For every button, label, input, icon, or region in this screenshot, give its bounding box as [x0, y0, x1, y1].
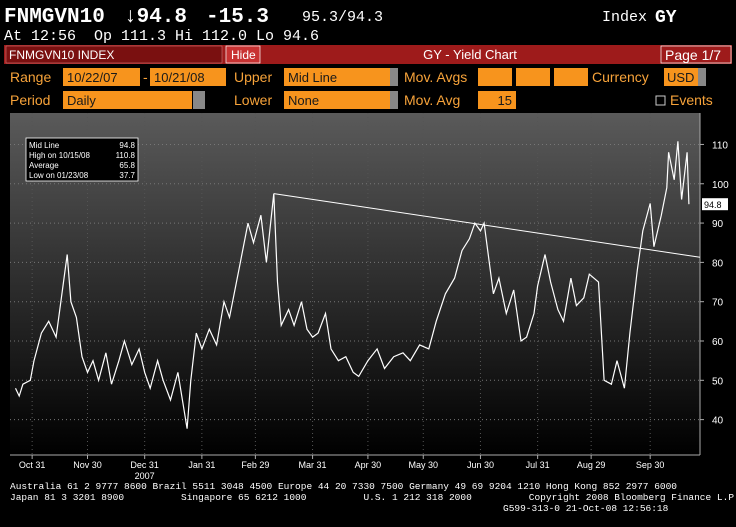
lower-label: Lower	[234, 92, 272, 108]
upper-field[interactable]	[284, 68, 390, 86]
y-tick-label: 40	[712, 416, 724, 427]
security: FNMGVN10 INDEX	[9, 48, 114, 62]
stats-label: Average	[29, 161, 59, 170]
period-label: Period	[10, 92, 50, 108]
currency-field[interactable]	[664, 68, 698, 86]
stats-label: Low on 01/23/08	[29, 171, 89, 180]
x-tick-label: Mar 31	[299, 460, 327, 470]
change: -15.3	[206, 6, 269, 29]
range-sep: -	[143, 69, 148, 85]
mov-avg-field[interactable]	[478, 91, 516, 109]
hide-button[interactable]	[225, 45, 261, 64]
last-value-box	[702, 198, 728, 211]
upper: Mid Line	[288, 70, 337, 85]
mov-avgs-label: Mov. Avgs	[404, 69, 467, 85]
page: Page 1/7	[665, 47, 721, 63]
currency-label: Currency	[592, 69, 649, 85]
lower-field[interactable]	[284, 91, 390, 109]
lower: None	[288, 93, 319, 108]
last-price: ↓94.8	[124, 6, 187, 29]
x-tick-label: May 30	[409, 460, 439, 470]
range-start-field[interactable]	[63, 68, 140, 86]
footer: G599-313-0 21-Oct-08 12:56:18	[503, 503, 669, 514]
page-box[interactable]	[660, 45, 732, 64]
mov-avg: 15	[498, 93, 512, 108]
y-tick-label: 70	[712, 298, 724, 309]
footer: Japan 81 3 3201 8900 Singapore 65 6212 1…	[10, 492, 736, 503]
events-checkbox[interactable]	[655, 95, 666, 106]
stats-value: 94.8	[119, 141, 135, 150]
data-line	[14, 141, 690, 429]
last-value: 94.8	[704, 200, 722, 210]
upper-label: Upper	[234, 69, 272, 85]
trend-line	[273, 193, 701, 258]
dropdown[interactable]	[193, 91, 205, 109]
y-tick-label: 80	[712, 258, 724, 269]
range-start: 10/22/07	[67, 70, 118, 85]
dropdown[interactable]	[390, 68, 398, 86]
range-end-field[interactable]	[150, 68, 226, 86]
stats-label: Mid Line	[29, 141, 60, 150]
mov-avg-field[interactable]	[516, 68, 550, 86]
mov-avg-field[interactable]	[478, 68, 512, 86]
stats-box	[25, 137, 139, 182]
mov-avg-field[interactable]	[554, 68, 588, 86]
stats-value: 65.8	[119, 161, 135, 170]
x-tick-label: Jun 30	[467, 460, 494, 470]
y-tick-label: 110	[712, 140, 728, 151]
y-tick-label: 90	[712, 219, 724, 230]
y-tick-label: 60	[712, 337, 724, 348]
bid-ask: 95.3/94.3	[302, 9, 383, 26]
x-tick-label: Oct 31	[19, 460, 46, 470]
range-end: 10/21/08	[154, 70, 205, 85]
ticker: FNMGVN10	[4, 6, 105, 29]
y-tick-label: 50	[712, 376, 724, 387]
x-tick-label: Sep 30	[636, 460, 665, 470]
period: Daily	[67, 93, 96, 108]
range-label: Range	[10, 69, 51, 85]
stats-value: 110.8	[116, 151, 136, 160]
footer: Australia 61 2 9777 8600 Brazil 5511 304…	[10, 481, 677, 492]
x-tick-label: Jul 31	[526, 460, 550, 470]
currency: USD	[667, 70, 694, 85]
x-tick-label: Nov 30	[73, 460, 102, 470]
period-field[interactable]	[63, 91, 192, 109]
year-label: 2007	[135, 471, 155, 481]
stats-label: High on 10/15/08	[29, 151, 90, 160]
dropdown[interactable]	[390, 91, 398, 109]
x-tick-label: Aug 29	[577, 460, 606, 470]
security-field[interactable]	[5, 45, 223, 64]
y-tick-label: 100	[712, 180, 729, 191]
toolbar-title: GY - Yield Chart	[423, 47, 517, 62]
function-code: GY	[655, 8, 677, 28]
dropdown[interactable]	[698, 68, 706, 86]
mov-avg-label: Mov. Avg	[404, 92, 460, 108]
stats-value: 37.7	[119, 171, 135, 180]
x-tick-label: Dec 31	[130, 460, 159, 470]
index-label: Index	[602, 9, 647, 26]
x-tick-label: Jan 31	[188, 460, 215, 470]
hide-label: Hide	[231, 48, 256, 62]
events: Events	[670, 92, 713, 108]
quote: At 12:56 Op 111.3 Hi 112.0 Lo 94.6	[4, 28, 319, 45]
x-tick-label: Feb 29	[241, 460, 269, 470]
x-tick-label: Apr 30	[355, 460, 382, 470]
